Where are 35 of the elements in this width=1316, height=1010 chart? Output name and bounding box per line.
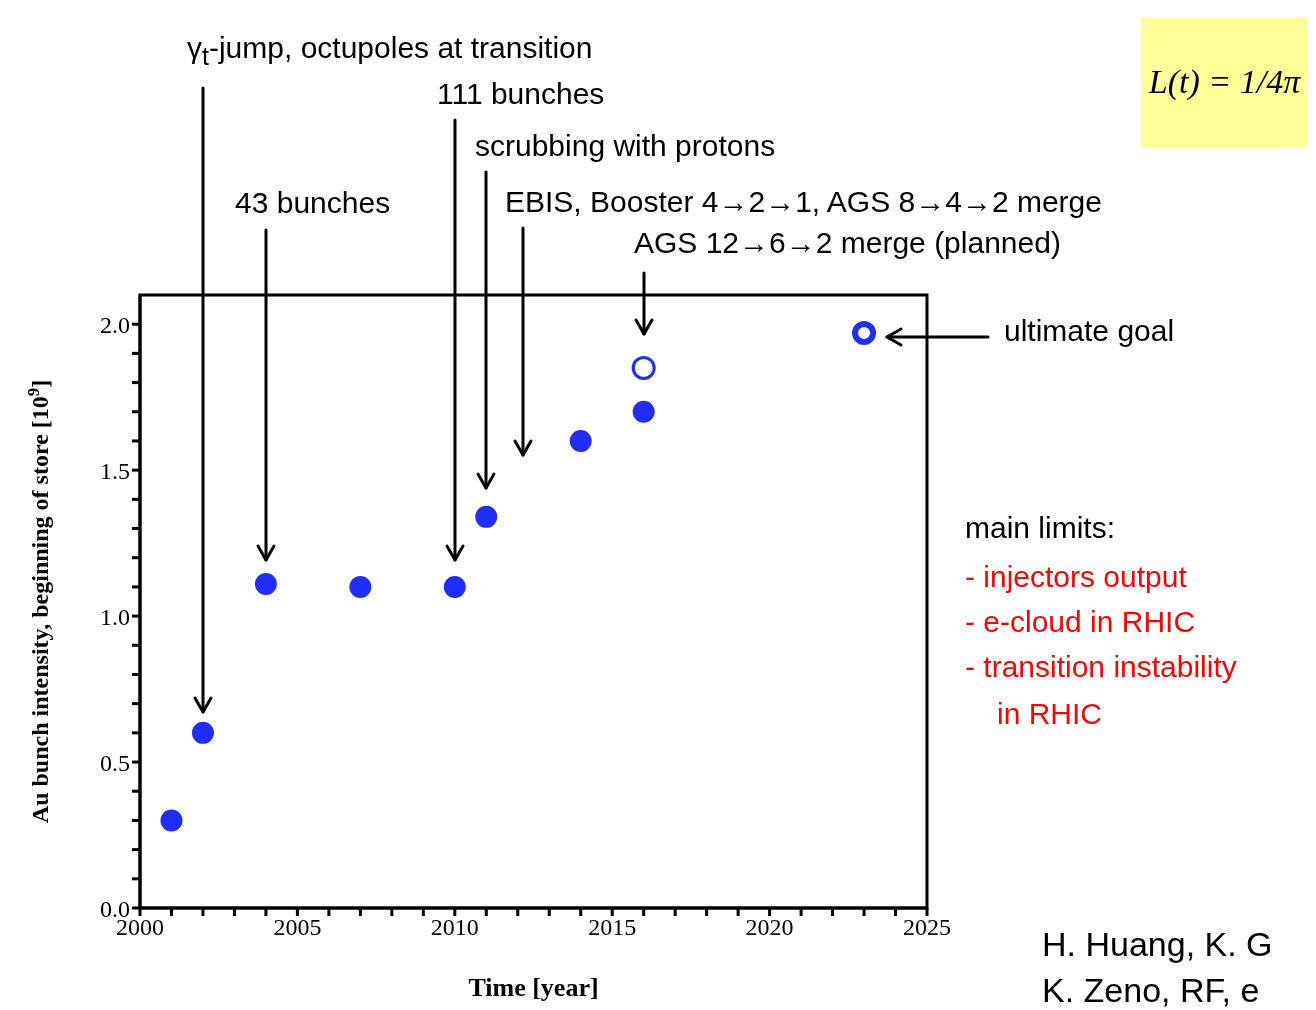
point xyxy=(254,572,277,595)
x-tick-label: 2020 xyxy=(745,914,794,941)
text: K. Zeno, RF, e xyxy=(1042,970,1260,1010)
text: - injectors output xyxy=(965,559,1187,595)
point xyxy=(349,575,372,598)
text: H. Huang, K. G xyxy=(1042,924,1273,965)
y-tick-label: 2.0 xyxy=(100,311,130,338)
y-tick-label: 0.5 xyxy=(100,749,130,776)
point xyxy=(191,721,214,744)
x-tick-label: 2010 xyxy=(430,914,479,941)
text: in RHIC xyxy=(997,696,1103,732)
x-tick-label: 2005 xyxy=(273,914,322,941)
point xyxy=(632,400,655,423)
point xyxy=(631,355,656,380)
text: - transition instability xyxy=(965,649,1237,685)
x-tick-label: 2025 xyxy=(903,914,951,941)
point xyxy=(569,429,592,452)
y-tick-label: 1.5 xyxy=(100,457,130,484)
text: scrubbing with protons xyxy=(475,128,776,164)
x-tick-label: 2015 xyxy=(588,914,637,941)
text: - e-cloud in RHIC xyxy=(965,604,1196,640)
y-tick-label: 1.0 xyxy=(100,603,130,630)
point xyxy=(852,320,877,345)
point xyxy=(160,809,183,832)
point xyxy=(475,505,498,528)
text: 111 bunches xyxy=(437,76,605,112)
text: 43 bunches xyxy=(235,185,391,221)
x-axis-title: Time [year] xyxy=(468,973,599,1002)
text: AGS 12→6→2 merge (planned) xyxy=(634,225,1061,261)
text: EBIS, Booster 4→2→1, AGS 8→4→2 merge xyxy=(505,184,1102,220)
text: γ$_{t}$-jump, octupoles at transition xyxy=(187,30,593,71)
text: main limits: xyxy=(965,510,1116,546)
text: ultimate goal xyxy=(1004,313,1175,349)
text: L(t) = 1/4π xyxy=(1148,63,1301,101)
point xyxy=(443,575,466,598)
